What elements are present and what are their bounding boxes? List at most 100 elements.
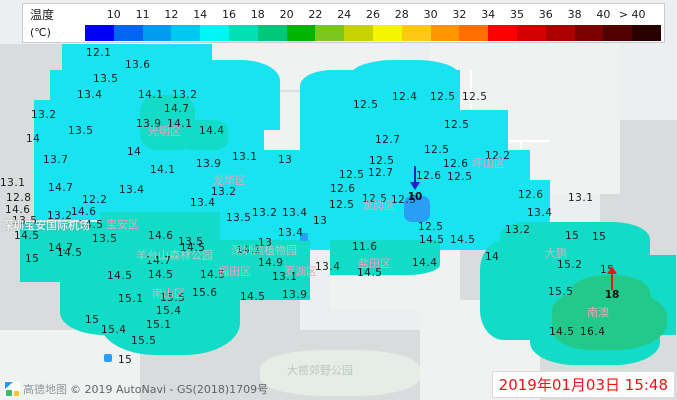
legend-swatch-8	[315, 25, 345, 41]
station-temperature-value: 14.5	[14, 230, 40, 242]
station-temperature-value: 14.7	[48, 242, 74, 254]
station-temperature-value: 13.2	[211, 186, 237, 198]
station-temperature-value: 13.4	[278, 227, 304, 239]
legend-swatch-13	[459, 25, 489, 41]
station-temperature-value: 12.1	[86, 47, 112, 59]
station-temperature-value: 14.1	[138, 89, 164, 101]
station-temperature-value: 12.5	[339, 169, 365, 181]
station-temperature-value: 12.5	[353, 99, 379, 111]
legend-swatch-9	[344, 25, 373, 41]
legend-swatch-14	[488, 25, 517, 41]
station-temperature-value: 14.6	[5, 204, 31, 216]
extreme-value-label: 10	[407, 191, 423, 203]
legend-title-block: 温度 (℃)	[30, 8, 82, 40]
place-label: 大鹏	[545, 247, 567, 260]
station-temperature-value: 13.4	[315, 261, 341, 273]
station-temperature-value: 12.5	[444, 119, 470, 131]
station-temperature-value: 12.7	[375, 134, 401, 146]
station-temperature-value: 12.5	[424, 144, 450, 156]
station-temperature-value: 13.5	[93, 73, 119, 85]
legend-tick-16: 16	[222, 8, 236, 21]
legend-tick-38: 38	[567, 8, 582, 21]
legend-swatch-19	[632, 25, 661, 41]
station-temperature-value: 14.7	[164, 103, 190, 115]
station-temperature-value: 15	[85, 314, 100, 326]
station-temperature-value: 14	[26, 133, 41, 145]
station-temperature-value: 12.6	[518, 189, 544, 201]
station-temperature-value: 14	[127, 146, 142, 158]
station-temperature-value: 12.5	[362, 193, 388, 205]
legend-tick-14: 14	[193, 8, 208, 21]
legend-tick-22: 22	[308, 8, 323, 21]
station-temperature-value: 11.6	[352, 241, 378, 253]
place-label: 羊台山森林公园	[136, 249, 213, 262]
legend-swatch-1	[113, 25, 143, 41]
station-temperature-value: 12.5	[329, 199, 355, 211]
station-temperature-value: 15.2	[557, 259, 583, 271]
station-temperature-value: 15	[118, 354, 133, 366]
legend-swatch-12	[430, 25, 460, 41]
station-temperature-value: 12.5	[391, 194, 417, 206]
legend-swatch-4	[200, 25, 229, 41]
place-label: 深圳湾植物园	[231, 244, 297, 257]
place-label: 罗湖区	[284, 265, 317, 278]
legend-swatch-0	[85, 25, 114, 41]
station-temperature-value: 14.5	[450, 234, 476, 246]
legend-tick-34: 34	[481, 8, 496, 21]
amap-logo-icon	[4, 381, 20, 397]
station-temperature-value: 13.1	[568, 192, 594, 204]
station-temperature-value: 15.1	[118, 293, 144, 305]
attribution-text: © 2019 AutoNavi - GS(2018)1709号	[70, 383, 269, 396]
legend-tick-36: 36	[538, 8, 553, 21]
station-temperature-value: 14.5	[240, 291, 266, 303]
observation-timestamp: 2019年01月03日 15:48	[491, 371, 675, 398]
station-temperature-value: 12.7	[368, 167, 394, 179]
station-temperature-value: 13.5	[178, 236, 204, 248]
station-temperature-value: 15.4	[156, 305, 182, 317]
station-temperature-value: 15	[600, 264, 615, 276]
station-temperature-value: 13.9	[282, 289, 308, 301]
station-temperature-value: 14.5	[148, 269, 174, 281]
station-temperature-value: 13.4	[527, 207, 553, 219]
station-temperature-value: 14.9	[258, 257, 284, 269]
station-temperature-value: 15	[592, 231, 607, 243]
station-temperature-value: 13.2	[47, 210, 73, 222]
station-temperature-value: 15.5	[160, 292, 186, 304]
legend-tick-20: 20	[279, 8, 294, 21]
station-temperature-value: 13.1	[272, 271, 298, 283]
station-temperature-value: 13.2	[172, 89, 198, 101]
place-label: 光明区	[148, 125, 181, 138]
temperature-legend: 温度 (℃) 10 11 12 14 16 18 20 22 24 26 28 30 32 34 35 36 3…	[22, 3, 665, 43]
place-label: 深圳宝安国际机场	[2, 219, 90, 232]
station-temperature-value: 15.5	[131, 335, 157, 347]
station-temperature-value: 13.4	[119, 184, 145, 196]
station-temperature-value: 13.5	[68, 125, 94, 137]
place-label: 龙华区	[213, 174, 246, 187]
station-temperature-value: 14.6	[148, 230, 174, 242]
station-temperature-value: 12.5	[418, 221, 444, 233]
legend-tick-12: 12	[164, 8, 179, 21]
legend-tick-40: 40	[596, 8, 611, 21]
place-label: 大榄郊野公园	[287, 364, 353, 377]
station-temperature-value: 14.6	[71, 206, 97, 218]
arrow-head-icon	[410, 182, 420, 190]
station-temperature-value: 14.5	[78, 219, 104, 231]
place-label: 南山区	[152, 287, 185, 300]
station-temperature-value: 12.5	[369, 155, 395, 167]
legend-tick-11: 11	[135, 8, 150, 21]
station-temperature-value: 15.6	[192, 287, 218, 299]
station-temperature-value: 13.5	[226, 212, 252, 224]
extreme-value-label: 18	[604, 289, 620, 301]
attribution-brand: 高德地图	[23, 383, 67, 396]
station-temperature-value: 15	[565, 230, 580, 242]
legend-swatch-17	[574, 25, 604, 41]
legend-swatch-5	[228, 25, 258, 41]
station-temperature-value: 12.6	[330, 183, 356, 195]
station-temperature-value: 14.4	[412, 257, 438, 269]
station-temperature-value: 13.6	[125, 59, 151, 71]
station-temperature-value: 15.4	[101, 324, 127, 336]
station-temperature-value: 12.5	[462, 91, 488, 103]
place-label: 福田区	[218, 265, 251, 278]
station-temperature-value: 13.1	[0, 177, 26, 189]
legend-swatch-6	[257, 25, 287, 41]
